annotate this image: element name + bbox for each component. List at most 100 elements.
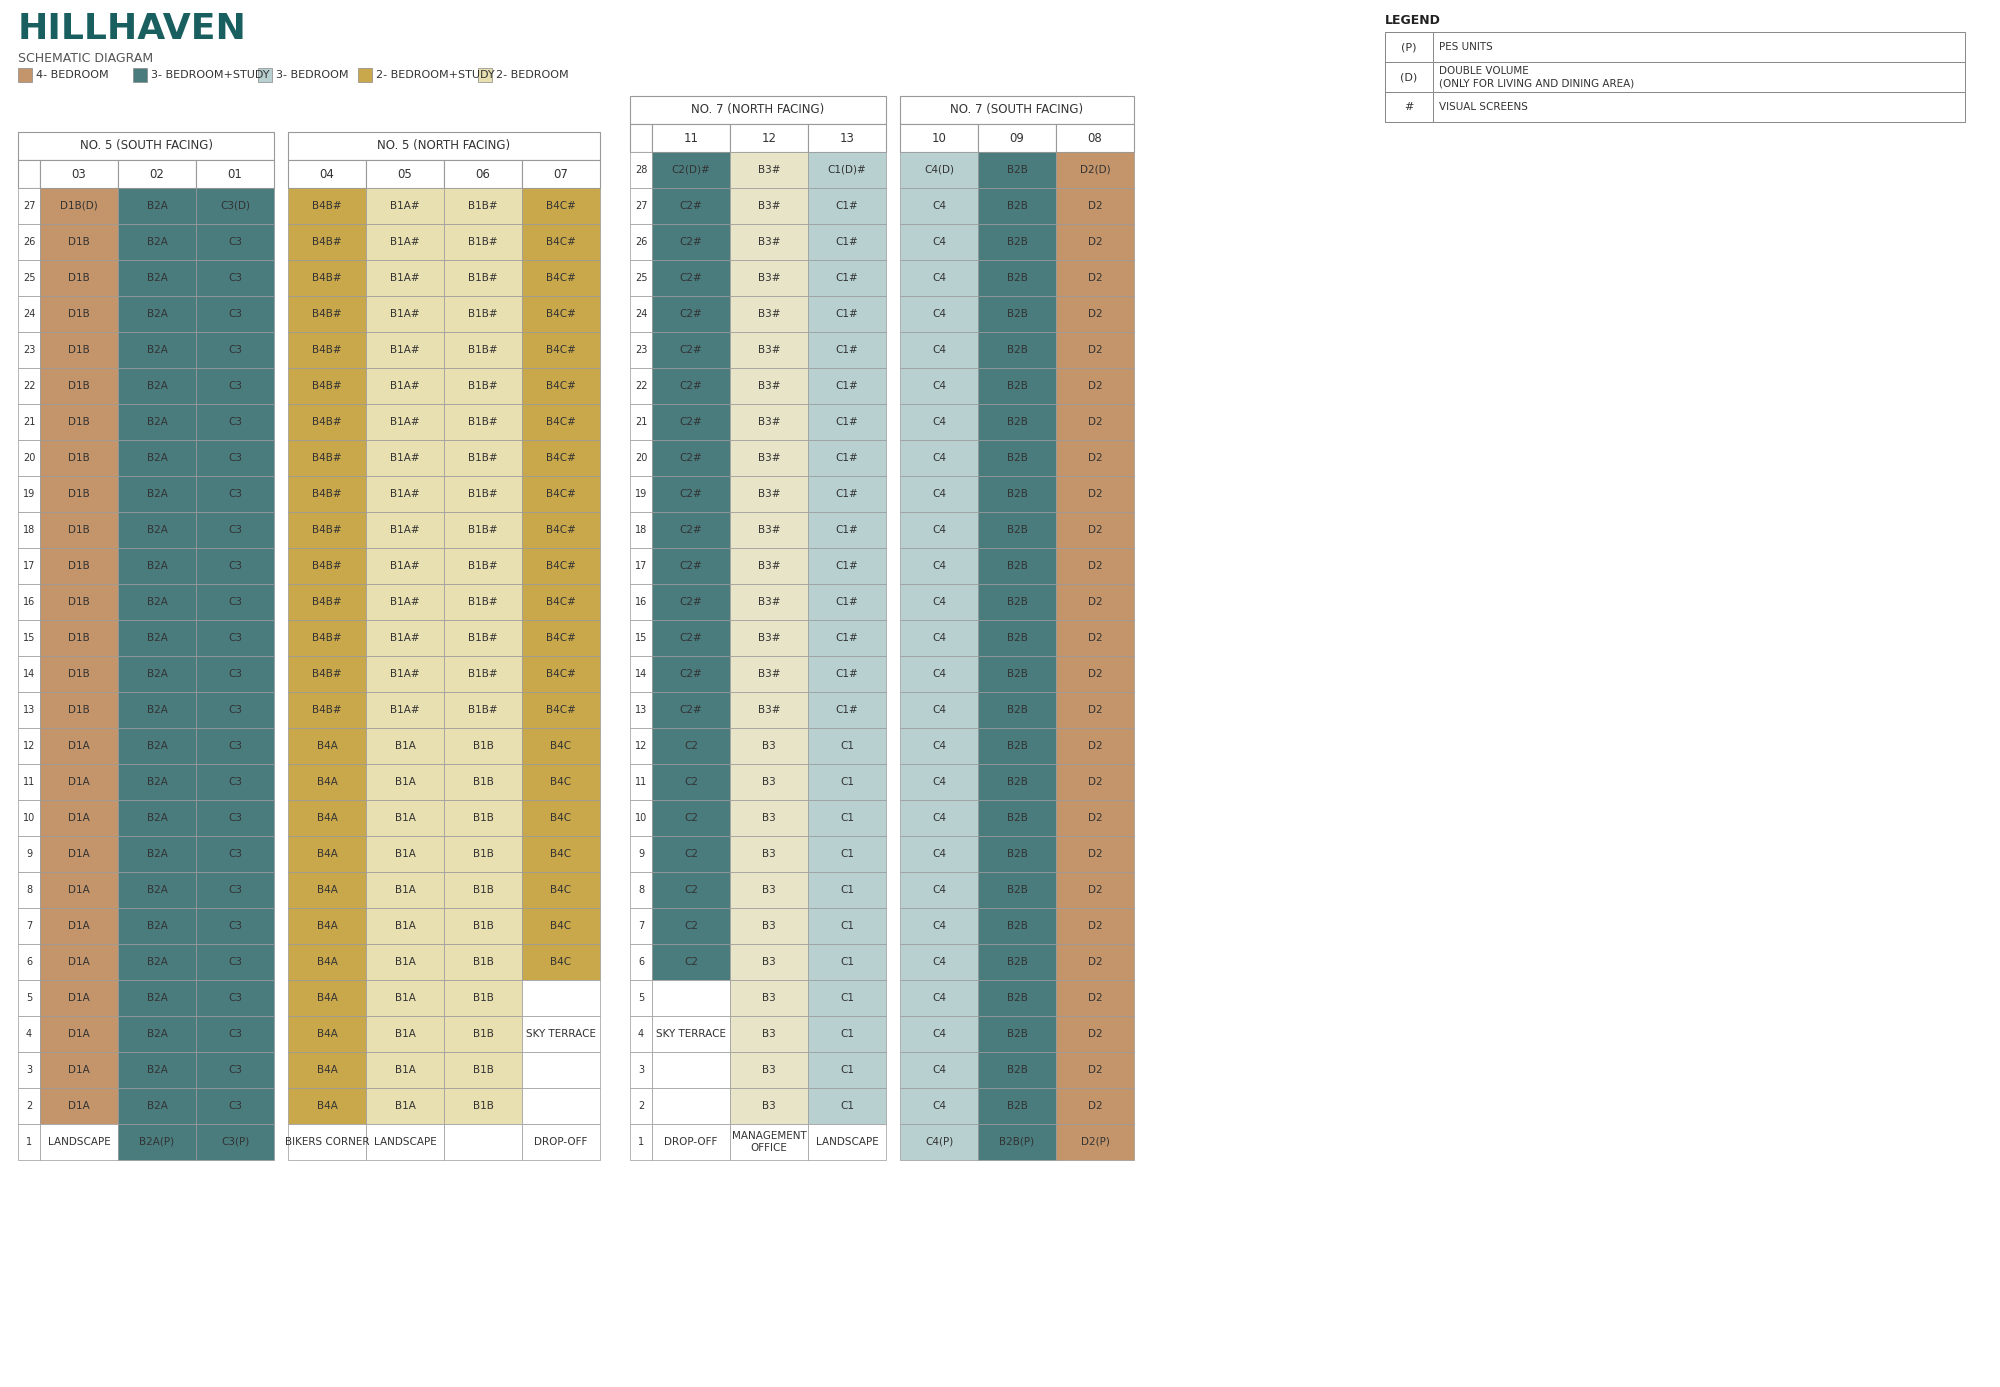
Bar xyxy=(40,1051,118,1087)
Text: C4: C4 xyxy=(932,201,946,211)
Bar xyxy=(288,548,366,584)
Bar xyxy=(366,160,444,189)
Text: B4A: B4A xyxy=(316,1029,338,1039)
Bar xyxy=(808,331,886,368)
Text: 09: 09 xyxy=(1010,132,1024,144)
Text: D1B(D): D1B(D) xyxy=(60,201,98,211)
Bar xyxy=(366,440,444,476)
Bar xyxy=(444,1017,522,1051)
Text: B2B: B2B xyxy=(1006,705,1028,716)
Bar xyxy=(118,440,196,476)
Text: D1B: D1B xyxy=(68,454,90,463)
Text: BIKERS CORNER: BIKERS CORNER xyxy=(284,1137,370,1147)
Bar xyxy=(366,476,444,512)
Text: D2(D): D2(D) xyxy=(1080,165,1110,175)
Text: C2(D)#: C2(D)# xyxy=(672,165,710,175)
Bar xyxy=(808,295,886,331)
Bar xyxy=(730,764,808,800)
Text: B2A: B2A xyxy=(146,957,168,967)
Text: 15: 15 xyxy=(634,632,648,644)
Bar xyxy=(366,945,444,981)
Bar xyxy=(118,404,196,440)
Text: C4: C4 xyxy=(932,705,946,716)
Bar xyxy=(366,728,444,764)
Text: C1: C1 xyxy=(840,813,854,822)
Bar xyxy=(978,836,1056,872)
Bar xyxy=(900,189,978,223)
Text: LANDSCAPE: LANDSCAPE xyxy=(48,1137,110,1147)
Bar xyxy=(730,728,808,764)
Bar xyxy=(652,153,730,189)
Text: B2B: B2B xyxy=(1006,417,1028,427)
Text: D1B: D1B xyxy=(68,273,90,283)
Bar xyxy=(808,945,886,981)
Text: C4: C4 xyxy=(932,741,946,750)
Bar xyxy=(118,512,196,548)
Bar xyxy=(652,512,730,548)
Bar xyxy=(978,123,1056,153)
Text: B1A: B1A xyxy=(394,1101,416,1111)
Text: D2: D2 xyxy=(1088,526,1102,535)
Text: B2A: B2A xyxy=(146,1065,168,1075)
Bar xyxy=(118,800,196,836)
Bar xyxy=(288,160,366,189)
Bar xyxy=(808,620,886,656)
Text: B2A(P): B2A(P) xyxy=(140,1137,174,1147)
Bar xyxy=(118,1123,196,1160)
Bar xyxy=(978,512,1056,548)
Bar xyxy=(808,764,886,800)
Text: C1#: C1# xyxy=(836,454,858,463)
Bar xyxy=(288,132,600,160)
Bar xyxy=(196,548,274,584)
Text: B1A#: B1A# xyxy=(390,560,420,571)
Text: B3#: B3# xyxy=(758,381,780,391)
Text: D1A: D1A xyxy=(68,849,90,859)
Bar xyxy=(730,1087,808,1123)
Text: D1B: D1B xyxy=(68,490,90,499)
Bar xyxy=(730,404,808,440)
Bar xyxy=(978,981,1056,1017)
Text: C3: C3 xyxy=(228,454,242,463)
Bar xyxy=(40,160,118,189)
Bar xyxy=(118,692,196,728)
Text: B1A: B1A xyxy=(394,741,416,750)
Bar xyxy=(630,945,652,981)
Text: C1#: C1# xyxy=(836,381,858,391)
Text: C1#: C1# xyxy=(836,596,858,608)
Text: C2#: C2# xyxy=(680,560,702,571)
Bar xyxy=(444,189,522,223)
Text: 12: 12 xyxy=(22,741,36,750)
Bar xyxy=(366,1051,444,1087)
Text: B1B#: B1B# xyxy=(468,309,498,319)
Bar xyxy=(652,331,730,368)
Bar xyxy=(630,153,652,189)
Text: B2B: B2B xyxy=(1006,560,1028,571)
Text: C3: C3 xyxy=(228,813,242,822)
Bar xyxy=(40,656,118,692)
Text: D2: D2 xyxy=(1088,345,1102,355)
Bar xyxy=(1056,764,1134,800)
Text: D2: D2 xyxy=(1088,885,1102,895)
Text: 12: 12 xyxy=(634,741,648,750)
Bar xyxy=(40,692,118,728)
Bar xyxy=(258,68,272,82)
Text: B2B: B2B xyxy=(1006,1029,1028,1039)
Text: B1A#: B1A# xyxy=(390,273,420,283)
Bar xyxy=(1384,62,1432,92)
Text: 7: 7 xyxy=(638,921,644,931)
Bar xyxy=(900,584,978,620)
Text: D1A: D1A xyxy=(68,1101,90,1111)
Bar xyxy=(630,1017,652,1051)
Bar xyxy=(652,189,730,223)
Bar xyxy=(978,692,1056,728)
Text: B2B: B2B xyxy=(1006,596,1028,608)
Text: C4: C4 xyxy=(932,921,946,931)
Bar xyxy=(18,981,40,1017)
Bar xyxy=(900,153,978,189)
Text: 20: 20 xyxy=(634,454,648,463)
Text: 10: 10 xyxy=(932,132,946,144)
Bar xyxy=(1056,476,1134,512)
Bar xyxy=(522,331,600,368)
Bar xyxy=(40,945,118,981)
Bar xyxy=(652,872,730,908)
